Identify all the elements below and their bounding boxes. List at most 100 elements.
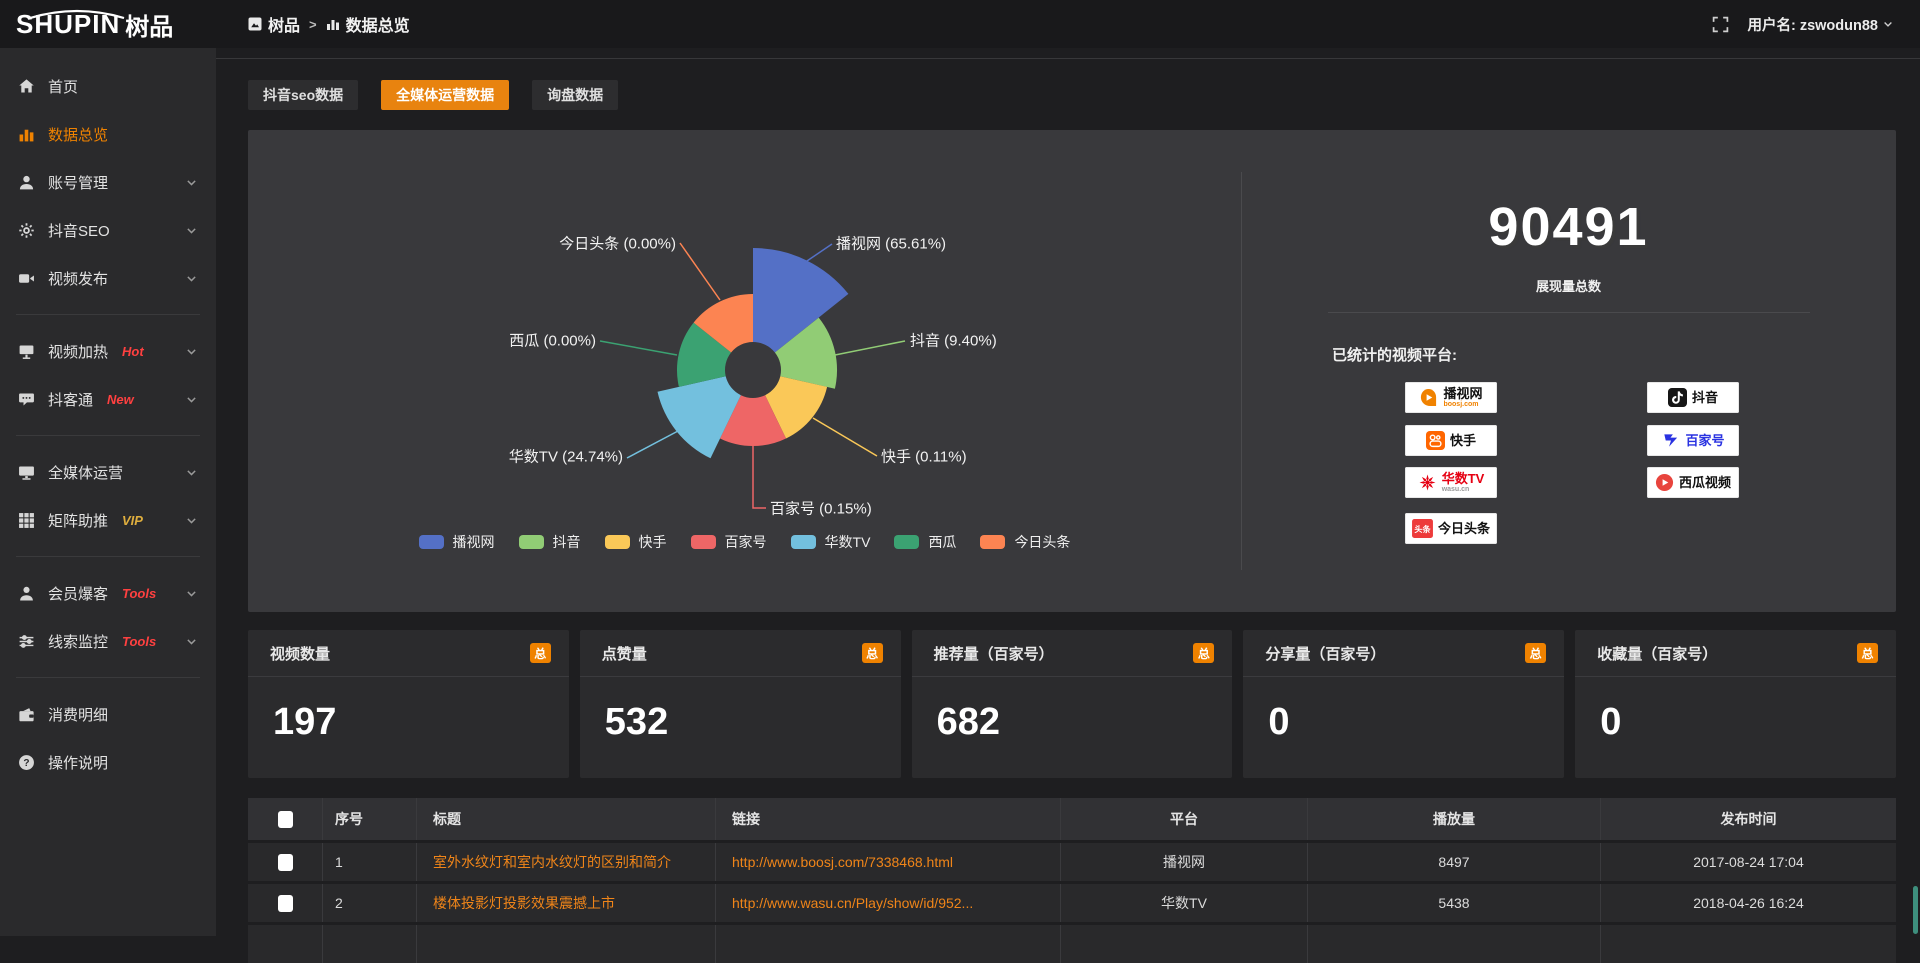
- chevron-down-icon: [185, 587, 198, 600]
- total-badge[interactable]: 总: [529, 643, 551, 663]
- overview-divider: [1328, 312, 1810, 313]
- app-logo[interactable]: SHUPIN 树品: [0, 7, 216, 42]
- stat-card-header: 推荐量（百家号） 总: [911, 630, 1233, 677]
- stat-card-header: 视频数量 总: [248, 630, 569, 677]
- fullscreen-icon[interactable]: [1712, 16, 1729, 33]
- sidebar-item-member-explosion[interactable]: 会员爆客 Tools: [0, 569, 216, 617]
- chart-icon: [18, 126, 35, 143]
- total-badge[interactable]: 总: [1856, 643, 1878, 663]
- legend-item-1[interactable]: 抖音: [518, 532, 581, 552]
- legend-item-2[interactable]: 快手: [604, 532, 667, 552]
- total-badge[interactable]: 总: [1193, 643, 1215, 663]
- video-url-link[interactable]: http://www.boosj.com/7338468.html: [732, 854, 954, 870]
- pie-leader-line-3: [752, 446, 766, 509]
- logo-arc-icon: [29, 9, 125, 19]
- video-title-link[interactable]: 室外水纹灯和室内水纹灯的区别和简介: [433, 854, 671, 870]
- table-header-row: 序号 标题 链接 平台 播放量 发布时间: [248, 798, 1896, 840]
- total-badge[interactable]: 总: [1525, 643, 1547, 663]
- stat-card-title: 视频数量: [270, 645, 331, 663]
- table-row: 2 楼体投影灯投影效果震撼上市 http://www.wasu.cn/Play/sh…: [248, 884, 1896, 922]
- pie-svg: [599, 242, 906, 509]
- legend-item-4[interactable]: 华数TV: [790, 532, 871, 552]
- pie-slice-2[interactable]: [765, 376, 828, 439]
- platform-card-wasu[interactable]: 华数TV wasu.cn: [1405, 467, 1497, 498]
- legend-label: 华数TV: [824, 534, 871, 550]
- platform-card-xigua[interactable]: 西瓜视频: [1647, 467, 1739, 498]
- pie-leader-line-1: [834, 340, 906, 356]
- impressions-total-label: 展现量总数: [1535, 279, 1601, 294]
- page-scrollbar[interactable]: [1912, 48, 1919, 936]
- video-url-link[interactable]: http://www.wasu.cn/Play/show/id/952...: [732, 895, 974, 911]
- stat-card-title: 分享量（百家号）: [1265, 645, 1386, 663]
- video-icon: [18, 270, 35, 287]
- sidebar-item-media-operation[interactable]: 全媒体运营: [0, 448, 216, 496]
- pie-slice-0[interactable]: [753, 247, 849, 353]
- platform-card-baijiahao[interactable]: 百家号: [1647, 425, 1739, 456]
- platforms-title: 已统计的视频平台:: [1332, 347, 1457, 364]
- sidebar-item-label: 矩阵助推: [48, 512, 109, 530]
- select-all-checkbox[interactable]: [277, 810, 293, 828]
- table-cell-time: 2017-08-24 17:04: [1600, 843, 1896, 881]
- platform-card-douyin[interactable]: 抖音: [1647, 382, 1739, 413]
- data-tabs: 抖音seo数据 全媒体运营数据 询盘数据: [248, 80, 619, 110]
- breadcrumb-current[interactable]: 数据总览: [326, 12, 410, 36]
- stat-card-value: 0: [1600, 701, 1622, 743]
- tab-inquiry-data[interactable]: 询盘数据: [532, 80, 619, 110]
- stat-card-2: 推荐量（百家号） 总 682: [911, 630, 1233, 778]
- table-cell-link: http://www.wasu.cn/Play/show/id/952...: [715, 884, 1060, 922]
- sidebar-item-consumption-detail[interactable]: 消费明细: [0, 690, 216, 738]
- stat-card-value: 0: [1268, 701, 1290, 743]
- sidebar-item-douketong[interactable]: 抖客通 New: [0, 375, 216, 423]
- row-checkbox[interactable]: [277, 894, 293, 912]
- total-badge[interactable]: 总: [861, 643, 883, 663]
- pie-leader-line-2: [812, 417, 878, 457]
- pie-leader-line-0: [803, 243, 833, 264]
- row-checkbox[interactable]: [277, 853, 293, 871]
- overview-panel: 90491 展现量总数 已统计的视频平台: 播视网 boosj.com 抖音 快手 百家…: [1241, 130, 1896, 612]
- sidebar-item-video-publish[interactable]: 视频发布: [0, 254, 216, 302]
- legend-item-3[interactable]: 百家号: [690, 532, 767, 552]
- scrollbar-thumb[interactable]: [1913, 886, 1918, 934]
- sidebar-item-data-overview[interactable]: 数据总览: [0, 110, 216, 158]
- wasu-logo-icon: [1418, 473, 1437, 492]
- videos-table: 序号 标题 链接 平台 播放量 发布时间 1 室外水纹灯和室内水纹灯的区别和简介 http://…: [248, 798, 1896, 963]
- pie-slice-6[interactable]: [693, 294, 753, 353]
- platform-card-kuaishou[interactable]: 快手: [1405, 425, 1497, 456]
- pie-slice-1[interactable]: [774, 317, 838, 389]
- question-icon: ?: [18, 754, 35, 771]
- sidebar-badge-hot: Hot: [122, 343, 144, 359]
- chevron-down-icon: [185, 272, 198, 285]
- tab-all-media-data[interactable]: 全媒体运营数据: [381, 80, 510, 110]
- breadcrumb-root[interactable]: 树品: [248, 12, 300, 36]
- platform-card-boosj[interactable]: 播视网 boosj.com: [1405, 382, 1497, 413]
- platform-card-toutiao[interactable]: 头条 今日头条: [1405, 513, 1497, 544]
- pie-slice-5[interactable]: [676, 322, 732, 387]
- pie-slice-3[interactable]: [720, 395, 786, 447]
- sidebar-item-operation-guide[interactable]: ? 操作说明: [0, 738, 216, 786]
- sidebar-item-label: 首页: [48, 78, 79, 96]
- sidebar-menu: 首页 数据总览 账号管理 抖音SEO 视频发布 视频加热 Hot 抖客通 New 全媒体运营 矩阵助…: [0, 62, 216, 786]
- tab-douyin-seo-data[interactable]: 抖音seo数据: [248, 80, 359, 110]
- pie-slice-4[interactable]: [657, 376, 741, 459]
- sidebar-item-home[interactable]: 首页: [0, 62, 216, 110]
- pie-label-2: 快手 (0.11%): [881, 448, 967, 466]
- username-menu[interactable]: 用户名: zswodun88: [1747, 14, 1894, 35]
- legend-label: 百家号: [724, 534, 767, 550]
- stat-card-header: 收藏量（百家号） 总: [1575, 630, 1896, 677]
- sidebar-item-matrix-boost[interactable]: 矩阵助推 VIP: [0, 496, 216, 544]
- sidebar-item-lead-monitoring[interactable]: 线索监控 Tools: [0, 617, 216, 665]
- user-icon: [18, 174, 35, 191]
- sidebar-item-douyin-seo[interactable]: 抖音SEO: [0, 206, 216, 254]
- legend-label: 播视网: [452, 534, 495, 550]
- legend-item-5[interactable]: 西瓜: [894, 532, 956, 552]
- sidebar-item-account-management[interactable]: 账号管理: [0, 158, 216, 206]
- sidebar-item-video-heating[interactable]: 视频加热 Hot: [0, 327, 216, 375]
- legend-chip: [518, 535, 544, 549]
- video-title-link[interactable]: 楼体投影灯投影效果震撼上市: [433, 895, 615, 911]
- legend-item-6[interactable]: 今日头条: [980, 532, 1070, 552]
- row-checkbox-cell: [248, 843, 322, 881]
- legend-item-0[interactable]: 播视网: [418, 532, 495, 552]
- stat-card-header: 分享量（百家号） 总: [1243, 630, 1565, 677]
- table-header-cell: 标题: [416, 798, 715, 840]
- chevron-down-icon: [185, 393, 198, 406]
